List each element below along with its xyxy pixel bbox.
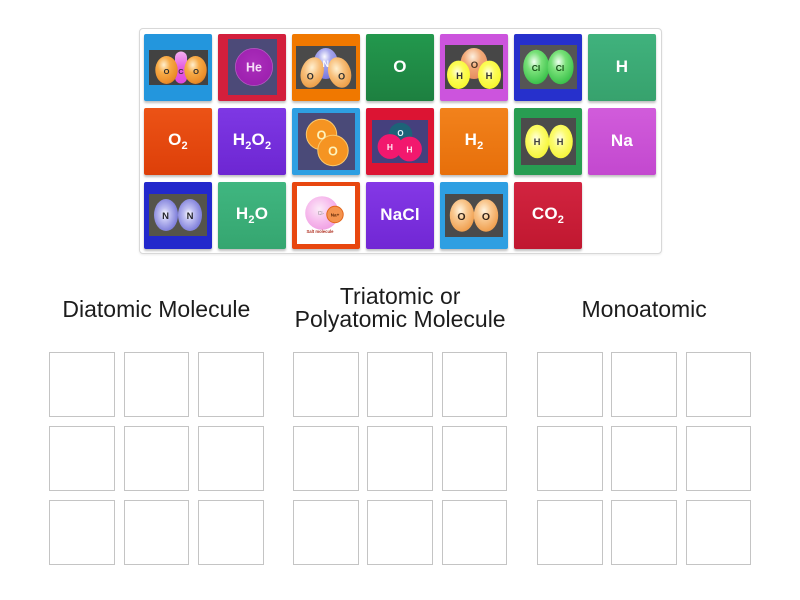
svg-text:O: O <box>471 60 478 71</box>
svg-text:Salt molecule: Salt molecule <box>307 229 335 234</box>
svg-text:N: N <box>162 211 169 222</box>
svg-text:H: H <box>406 144 412 154</box>
svg-text:Cl: Cl <box>531 63 540 73</box>
svg-text:O: O <box>482 211 490 223</box>
svg-text:He: He <box>246 61 262 75</box>
svg-text:O: O <box>316 128 326 142</box>
svg-text:H: H <box>456 71 463 82</box>
svg-text:C: C <box>178 67 184 76</box>
svg-text:N: N <box>323 59 330 69</box>
svg-text:H: H <box>533 137 540 148</box>
svg-text:Cl-: Cl- <box>318 211 325 217</box>
svg-text:O: O <box>397 129 403 138</box>
svg-text:H: H <box>556 137 563 148</box>
svg-text:N: N <box>187 211 194 222</box>
svg-text:O: O <box>163 67 169 76</box>
svg-text:O: O <box>193 67 199 76</box>
svg-text:H: H <box>387 142 393 152</box>
svg-text:Na+: Na+ <box>331 213 340 218</box>
svg-text:O: O <box>328 144 338 158</box>
svg-text:H: H <box>486 71 493 82</box>
svg-text:O: O <box>338 71 345 81</box>
svg-text:Cl: Cl <box>555 63 564 73</box>
svg-text:O: O <box>457 211 465 223</box>
svg-text:O: O <box>307 71 314 81</box>
